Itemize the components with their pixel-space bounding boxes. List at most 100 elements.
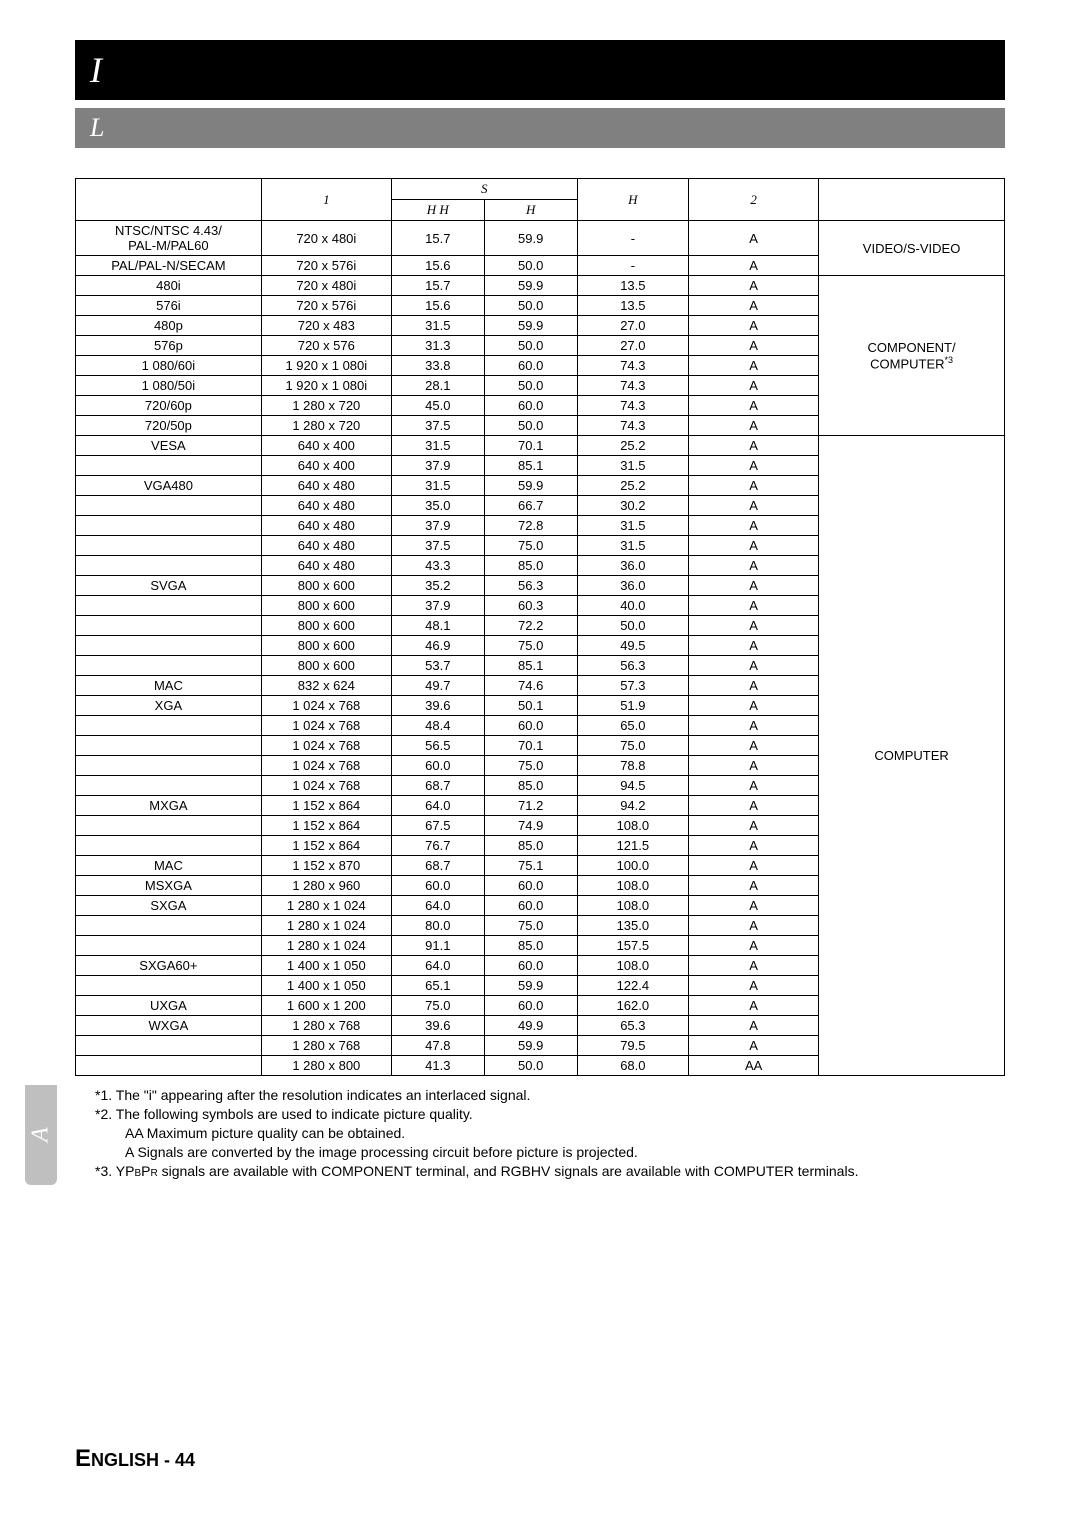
cell-mode: 480p — [76, 316, 262, 336]
cell-q: A — [689, 296, 819, 316]
cell-h: 39.6 — [391, 696, 484, 716]
cell-h: 15.6 — [391, 296, 484, 316]
cell-q: A — [689, 576, 819, 596]
cell-terminal: VIDEO/S-VIDEO — [819, 221, 1005, 276]
cell-d: 121.5 — [577, 836, 688, 856]
cell-q: A — [689, 336, 819, 356]
cell-h: 31.5 — [391, 476, 484, 496]
cell-q: A — [689, 1016, 819, 1036]
cell-v: 60.0 — [484, 716, 577, 736]
cell-v: 85.0 — [484, 776, 577, 796]
cell-d: 122.4 — [577, 976, 688, 996]
cell-v: 72.2 — [484, 616, 577, 636]
cell-mode — [76, 536, 262, 556]
cell-h: 68.7 — [391, 856, 484, 876]
cell-q: A — [689, 356, 819, 376]
cell-h: 68.7 — [391, 776, 484, 796]
cell-r: 1 280 x 960 — [261, 876, 391, 896]
th-terminal — [819, 179, 1005, 221]
cell-mode: XGA — [76, 696, 262, 716]
cell-mode: VGA480 — [76, 476, 262, 496]
cell-d: 36.0 — [577, 576, 688, 596]
cell-r: 720 x 480i — [261, 221, 391, 256]
cell-r: 1 400 x 1 050 — [261, 956, 391, 976]
cell-mode: VESA — [76, 436, 262, 456]
cell-v: 59.9 — [484, 476, 577, 496]
cell-d: 40.0 — [577, 596, 688, 616]
cell-r: 1 024 x 768 — [261, 696, 391, 716]
cell-mode — [76, 516, 262, 536]
cell-d: - — [577, 221, 688, 256]
cell-r: 720 x 483 — [261, 316, 391, 336]
signal-table-wrap: 1 S H 2 H H H NTSC/NTSC 4.43/PAL-M/PAL60… — [75, 178, 1005, 1076]
cell-r: 640 x 480 — [261, 556, 391, 576]
cell-q: A — [689, 876, 819, 896]
cell-mode: WXGA — [76, 1016, 262, 1036]
cell-d: 108.0 — [577, 876, 688, 896]
side-tab: A — [25, 1085, 57, 1185]
cell-d: 108.0 — [577, 896, 688, 916]
cell-q: A — [689, 256, 819, 276]
cell-h: 46.9 — [391, 636, 484, 656]
cell-h: 48.1 — [391, 616, 484, 636]
cell-r: 800 x 600 — [261, 576, 391, 596]
cell-h: 37.5 — [391, 536, 484, 556]
cell-h: 60.0 — [391, 756, 484, 776]
cell-q: A — [689, 796, 819, 816]
cell-h: 15.6 — [391, 256, 484, 276]
cell-mode: SXGA — [76, 896, 262, 916]
th-picture-quality: 2 — [689, 179, 819, 221]
cell-d: 27.0 — [577, 316, 688, 336]
cell-v: 75.0 — [484, 636, 577, 656]
cell-d: 49.5 — [577, 636, 688, 656]
th-v-hz: H — [484, 200, 577, 221]
cell-h: 37.9 — [391, 456, 484, 476]
cell-mode: 1 080/60i — [76, 356, 262, 376]
cell-v: 60.0 — [484, 896, 577, 916]
cell-mode — [76, 496, 262, 516]
cell-mode: SXGA60+ — [76, 956, 262, 976]
cell-h: 33.8 — [391, 356, 484, 376]
cell-v: 85.1 — [484, 456, 577, 476]
cell-r: 800 x 600 — [261, 616, 391, 636]
cell-v: 50.0 — [484, 336, 577, 356]
cell-r: 640 x 400 — [261, 456, 391, 476]
cell-v: 59.9 — [484, 976, 577, 996]
cell-d: 79.5 — [577, 1036, 688, 1056]
cell-d: 31.5 — [577, 516, 688, 536]
th-mode — [76, 179, 262, 221]
cell-r: 1 280 x 1 024 — [261, 916, 391, 936]
cell-mode: 720/50p — [76, 416, 262, 436]
cell-q: A — [689, 776, 819, 796]
table-row: 480i720 x 480i15.759.913.5ACOMPONENT/COM… — [76, 276, 1005, 296]
cell-q: A — [689, 376, 819, 396]
cell-q: A — [689, 956, 819, 976]
cell-d: 135.0 — [577, 916, 688, 936]
cell-d: 94.5 — [577, 776, 688, 796]
table-row: VESA640 x 40031.570.125.2ACOMPUTER — [76, 436, 1005, 456]
cell-r: 640 x 480 — [261, 476, 391, 496]
footnote-2: *2. The following symbols are used to in… — [95, 1105, 1005, 1124]
cell-terminal: COMPUTER — [819, 436, 1005, 1076]
cell-q: A — [689, 396, 819, 416]
cell-q: A — [689, 816, 819, 836]
cell-r: 1 024 x 768 — [261, 736, 391, 756]
cell-h: 37.9 — [391, 516, 484, 536]
cell-v: 59.9 — [484, 1036, 577, 1056]
cell-d: 68.0 — [577, 1056, 688, 1076]
cell-q: A — [689, 316, 819, 336]
cell-d: 13.5 — [577, 276, 688, 296]
cell-h: 31.5 — [391, 436, 484, 456]
cell-d: 108.0 — [577, 956, 688, 976]
cell-d: 74.3 — [577, 356, 688, 376]
title-bar-black: I — [75, 40, 1005, 100]
cell-d: 27.0 — [577, 336, 688, 356]
cell-mode — [76, 616, 262, 636]
cell-r: 1 024 x 768 — [261, 776, 391, 796]
cell-q: A — [689, 496, 819, 516]
cell-mode — [76, 816, 262, 836]
cell-v: 59.9 — [484, 316, 577, 336]
cell-mode — [76, 936, 262, 956]
cell-mode: 1 080/50i — [76, 376, 262, 396]
cell-h: 37.9 — [391, 596, 484, 616]
